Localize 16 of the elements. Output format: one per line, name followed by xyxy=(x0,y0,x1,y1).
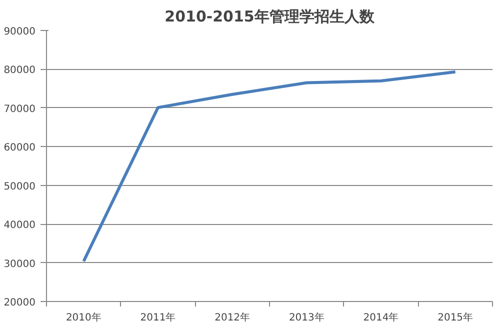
y-tick-label: 40000 xyxy=(4,220,36,232)
x-tick-label: 2011年 xyxy=(140,312,176,324)
y-tick-label: 20000 xyxy=(4,298,36,308)
x-tick-label: 2014年 xyxy=(363,312,399,324)
x-tick-label: 2010年 xyxy=(66,312,102,324)
chart-title: 2010-2015年管理学招生人数 xyxy=(164,8,376,26)
x-tick-label: 2013年 xyxy=(288,312,324,324)
y-tick-label: 60000 xyxy=(4,142,36,154)
y-tick-label: 70000 xyxy=(4,104,36,115)
x-tick-label: 2015年 xyxy=(438,312,474,324)
y-tick-label: 80000 xyxy=(4,65,36,76)
y-tick-label: 90000 xyxy=(4,26,36,38)
x-tick-label: 2012年 xyxy=(214,312,250,324)
line-series xyxy=(82,70,457,263)
y-tick-label: 50000 xyxy=(4,181,36,192)
y-tick-label: 30000 xyxy=(4,258,36,270)
